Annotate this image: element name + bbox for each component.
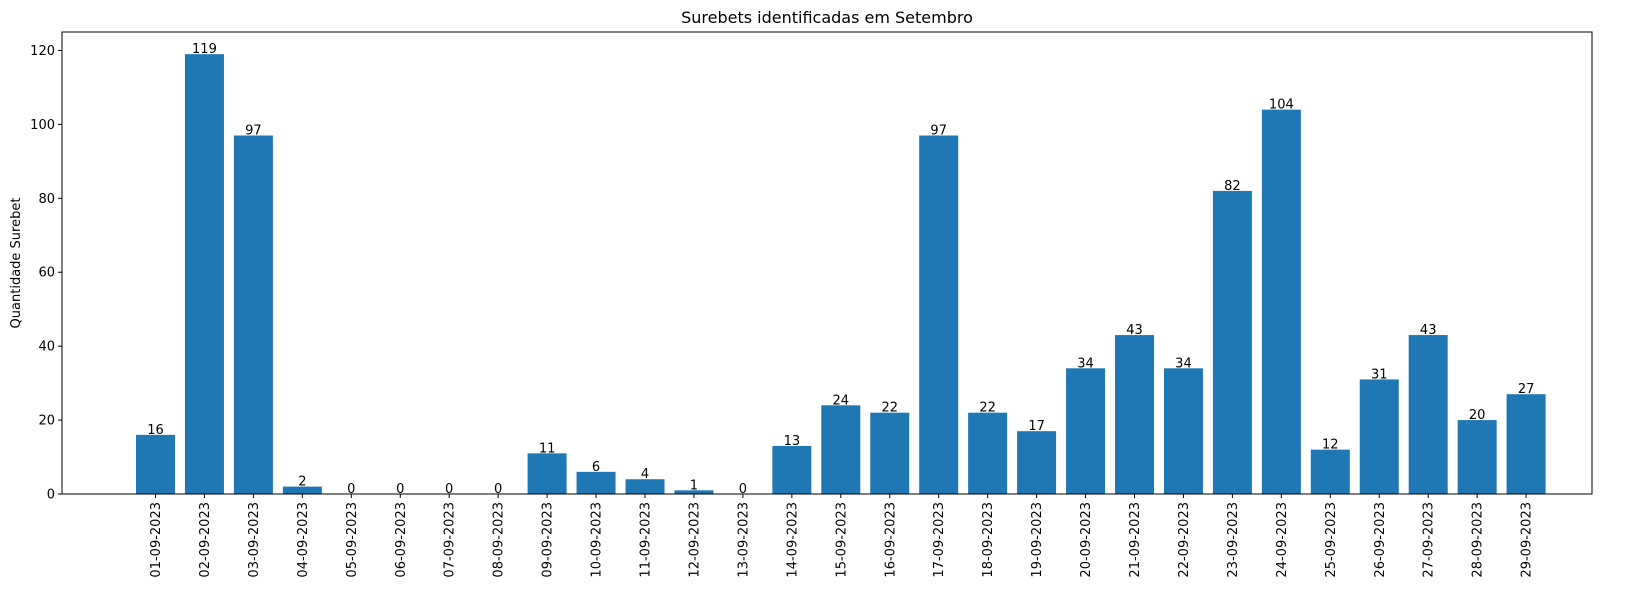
data-label: 4 (641, 467, 649, 482)
y-tick-label: 100 (30, 118, 55, 133)
y-tick-label: 0 (47, 488, 55, 503)
data-label: 43 (1420, 323, 1437, 338)
bar (527, 453, 567, 494)
data-label: 17 (1028, 419, 1045, 434)
x-tick-label: 19-09-2023 (1030, 502, 1045, 578)
data-label: 97 (930, 123, 947, 138)
x-tick-label: 27-09-2023 (1422, 502, 1437, 578)
y-tick-label: 60 (38, 266, 55, 281)
x-tick-label: 22-09-2023 (1177, 502, 1192, 578)
x-tick-label: 25-09-2023 (1324, 502, 1339, 578)
bar (1261, 109, 1301, 494)
x-axis: 01-09-2023 02-09-2023 03-09-2023 04-09-2023… (149, 494, 1535, 578)
x-tick-label: 09-09-2023 (541, 502, 556, 578)
data-label: 97 (245, 123, 262, 138)
y-tick-label: 120 (30, 44, 55, 59)
bar (772, 445, 812, 494)
data-label: 22 (979, 401, 996, 416)
data-label: 119 (192, 42, 217, 57)
x-tick-label: 28-09-2023 (1471, 502, 1486, 578)
data-label: 27 (1518, 382, 1535, 397)
bar (1506, 394, 1546, 494)
data-label: 0 (739, 482, 747, 497)
data-label: 31 (1371, 367, 1388, 382)
x-tick-label: 01-09-2023 (149, 502, 164, 578)
y-axis-label: Quantidade Surebet (9, 198, 24, 329)
data-label: 0 (445, 482, 453, 497)
x-tick-label: 26-09-2023 (1373, 502, 1388, 578)
bar (1017, 431, 1057, 494)
data-label: 0 (494, 482, 502, 497)
bar (968, 412, 1008, 494)
data-label: 0 (347, 482, 355, 497)
x-tick-label: 21-09-2023 (1128, 502, 1143, 578)
bar (1408, 335, 1448, 494)
y-axis: 0 20 40 60 80 100 120 (30, 44, 62, 503)
y-tick-label: 80 (38, 192, 55, 207)
data-label: 34 (1077, 356, 1094, 371)
y-tick-label: 40 (38, 340, 55, 355)
bar (136, 434, 175, 494)
bar (1212, 190, 1252, 495)
x-tick-label: 16-09-2023 (883, 502, 898, 578)
x-tick-label: 08-09-2023 (492, 502, 507, 578)
x-tick-label: 14-09-2023 (785, 502, 800, 578)
x-tick-label: 10-09-2023 (590, 502, 605, 578)
x-tick-label: 12-09-2023 (687, 502, 702, 578)
x-tick-label: 23-09-2023 (1226, 502, 1241, 578)
bar (233, 135, 273, 494)
data-label: 12 (1322, 438, 1339, 453)
bar (870, 412, 910, 494)
data-label: 20 (1469, 408, 1486, 423)
bar (1163, 368, 1203, 494)
data-label: 13 (784, 434, 801, 449)
x-tick-label: 07-09-2023 (443, 502, 458, 578)
x-tick-label: 02-09-2023 (198, 502, 213, 578)
data-label: 0 (396, 482, 404, 497)
bar (1457, 420, 1497, 494)
data-label: 1 (690, 478, 698, 493)
data-label: 11 (539, 441, 556, 456)
data-label: 34 (1175, 356, 1192, 371)
bars-group (136, 54, 1546, 495)
data-label: 43 (1126, 323, 1143, 338)
bar (184, 54, 224, 495)
x-tick-label: 13-09-2023 (736, 502, 751, 578)
data-label: 24 (833, 393, 850, 408)
bar (919, 135, 959, 494)
x-tick-label: 20-09-2023 (1079, 502, 1094, 578)
x-tick-label: 24-09-2023 (1275, 502, 1290, 578)
bar (1310, 449, 1350, 494)
y-tick-label: 20 (38, 414, 55, 429)
x-tick-label: 29-09-2023 (1520, 502, 1535, 578)
data-label: 2 (298, 475, 306, 490)
x-tick-label: 15-09-2023 (834, 502, 849, 578)
bar (674, 490, 714, 494)
x-tick-label: 11-09-2023 (639, 502, 654, 578)
x-tick-label: 04-09-2023 (296, 502, 311, 578)
plot-frame (61, 31, 1593, 495)
bar (1359, 379, 1399, 494)
x-tick-label: 05-09-2023 (345, 502, 360, 578)
bar (282, 486, 322, 494)
data-label: 22 (881, 401, 898, 416)
bar (1115, 335, 1154, 494)
bar (625, 479, 665, 494)
bar (576, 471, 616, 494)
data-label: 16 (147, 423, 164, 438)
x-tick-label: 03-09-2023 (247, 502, 262, 578)
bar (821, 405, 861, 494)
data-label: 104 (1269, 98, 1294, 113)
x-tick-label: 18-09-2023 (981, 502, 996, 578)
bar (1066, 368, 1106, 494)
data-label: 6 (592, 460, 600, 475)
data-label: 82 (1224, 179, 1241, 194)
chart-title: Surebets identificadas em Setembro (681, 8, 973, 27)
x-tick-label: 06-09-2023 (394, 502, 409, 578)
x-tick-label: 17-09-2023 (932, 502, 947, 578)
